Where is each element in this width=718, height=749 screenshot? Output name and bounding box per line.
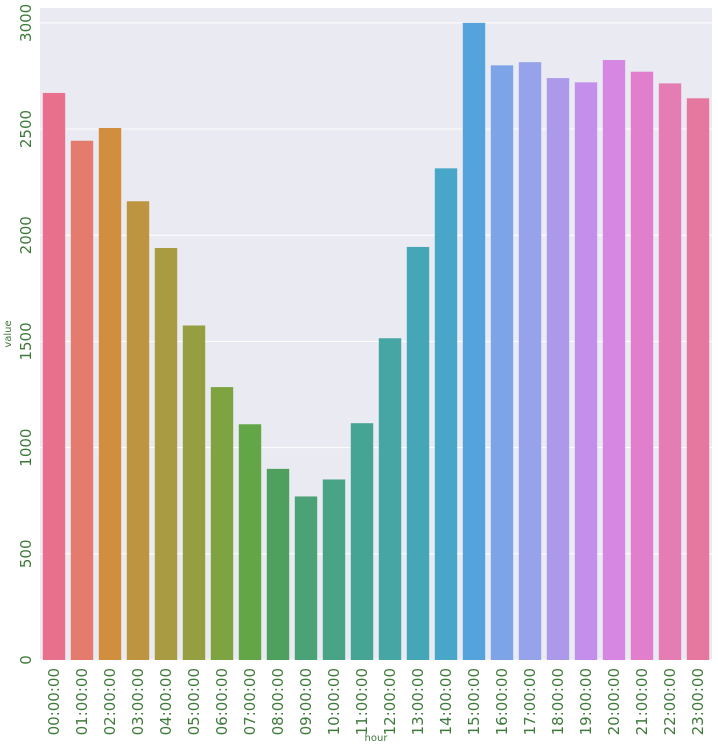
bar-16:00:00: [490, 65, 514, 660]
bar-17:00:00: [518, 62, 542, 660]
y-tick-label: 1000: [17, 429, 35, 467]
x-tick-label: 18:00:00: [549, 668, 567, 735]
y-tick-label: 500: [17, 539, 35, 568]
bar-00:00:00: [42, 92, 66, 660]
bar-10:00:00: [322, 479, 346, 660]
y-tick-label: 2500: [17, 110, 35, 148]
bar-02:00:00: [98, 127, 122, 661]
bar-19:00:00: [574, 82, 598, 660]
x-tick-label: 08:00:00: [269, 668, 287, 735]
bar-04:00:00: [154, 247, 178, 660]
bar-05:00:00: [182, 325, 206, 660]
plot-background: [40, 8, 712, 660]
x-tick-label: 16:00:00: [493, 668, 511, 735]
x-tick-label: 11:00:00: [353, 668, 371, 735]
x-tick-labels: 00:00:00 01:00:00 02:00:00 03:00:00 04:00:00…: [45, 668, 707, 735]
gridlines: [40, 22, 712, 661]
x-tick-label: 00:00:00: [45, 668, 63, 735]
x-axis-label: hour: [365, 733, 389, 744]
x-tick-label: 12:00:00: [381, 668, 399, 735]
bars: [42, 22, 710, 661]
bar-11:00:00: [350, 423, 374, 660]
x-tick-label: 01:00:00: [73, 668, 91, 735]
x-tick-label: 14:00:00: [437, 668, 455, 735]
x-tick-label: 06:00:00: [213, 668, 231, 735]
x-tick-label: 22:00:00: [661, 668, 679, 735]
bar-22:00:00: [658, 83, 682, 660]
x-tick-label: 23:00:00: [689, 668, 707, 735]
bar-07:00:00: [238, 424, 262, 660]
bar-06:00:00: [210, 387, 234, 660]
x-tick-label: 03:00:00: [129, 668, 147, 735]
y-tick-label: 3000: [17, 4, 35, 42]
y-tick-labels: 0 500 1000 1500 2000 2500 3000: [17, 4, 35, 665]
bar-18:00:00: [546, 78, 570, 660]
x-tick-label: 21:00:00: [633, 668, 651, 735]
x-tick-label: 15:00:00: [465, 668, 483, 735]
bar-08:00:00: [266, 468, 290, 660]
bar-14:00:00: [434, 168, 458, 660]
bar-09:00:00: [294, 496, 318, 660]
x-tick-label: 10:00:00: [325, 668, 343, 735]
x-tick-label: 02:00:00: [101, 668, 119, 735]
y-tick-label: 0: [17, 655, 35, 665]
x-tick-label: 20:00:00: [605, 668, 623, 735]
bar-13:00:00: [406, 246, 430, 660]
bar-03:00:00: [126, 201, 150, 660]
bar-20:00:00: [602, 60, 626, 660]
bar-12:00:00: [378, 338, 402, 660]
bar-15:00:00: [462, 22, 486, 660]
x-tick-label: 05:00:00: [185, 668, 203, 735]
bar-21:00:00: [630, 71, 654, 660]
x-tick-label: 17:00:00: [521, 668, 539, 735]
y-tick-label: 2000: [17, 216, 35, 254]
y-axis-label: value: [3, 320, 14, 347]
x-tick-label: 07:00:00: [241, 668, 259, 735]
x-tick-label: 09:00:00: [297, 668, 315, 735]
bar-23:00:00: [686, 98, 710, 660]
x-tick-label: 13:00:00: [409, 668, 427, 735]
x-tick-label: 04:00:00: [157, 668, 175, 735]
bar-01:00:00: [70, 140, 94, 661]
x-tick-label: 19:00:00: [577, 668, 595, 735]
y-tick-label: 1500: [17, 322, 35, 360]
